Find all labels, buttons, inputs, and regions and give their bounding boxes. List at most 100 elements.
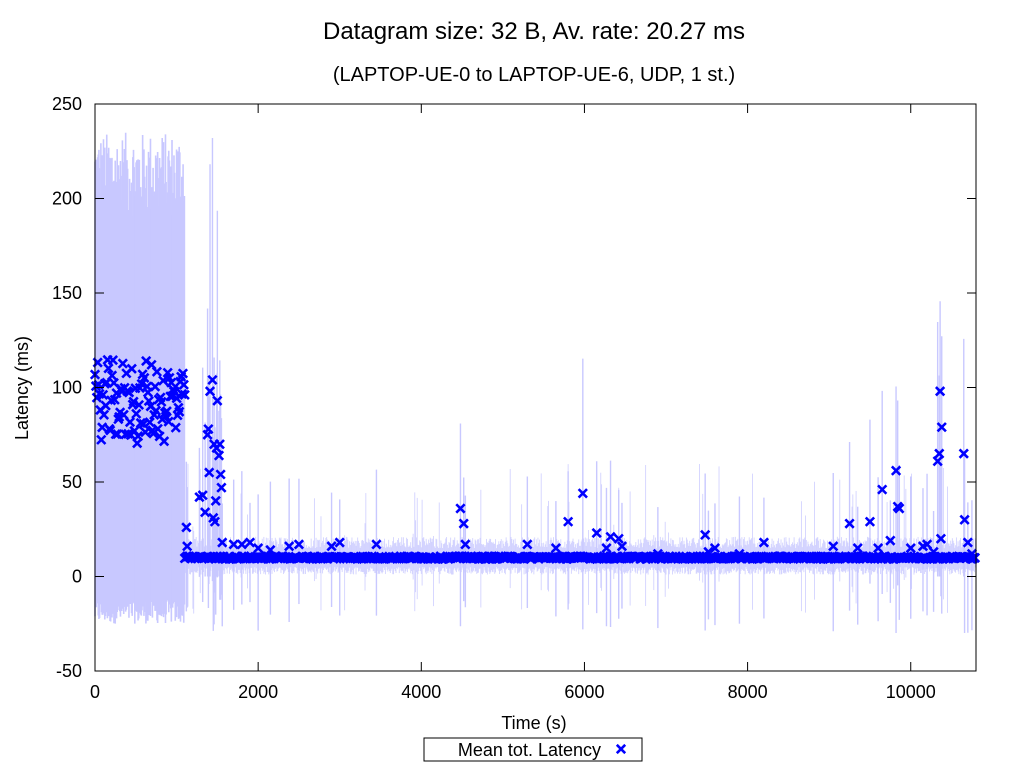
data-point — [151, 366, 163, 377]
plot-frame — [94, 103, 977, 672]
data-point — [107, 355, 119, 366]
data-point — [156, 396, 167, 407]
data-point — [213, 450, 225, 461]
x-tick-label: 2000 — [238, 682, 278, 702]
data-point — [97, 389, 109, 400]
data-point — [577, 488, 588, 499]
legend-marker — [615, 743, 627, 755]
data-point — [455, 503, 466, 514]
y-tick-label: 200 — [52, 189, 82, 209]
data-point — [905, 543, 916, 554]
data-point — [161, 406, 172, 417]
y-tick-label: 250 — [52, 94, 82, 114]
data-point — [158, 375, 169, 386]
data-point — [216, 482, 227, 493]
data-point — [112, 429, 123, 440]
data-point — [123, 387, 135, 398]
data-point — [934, 386, 946, 397]
data-point — [98, 409, 110, 420]
chart-title: Datagram size: 32 B, Av. rate: 20.27 ms — [323, 18, 745, 45]
data-point — [966, 548, 978, 559]
data-point — [126, 363, 137, 374]
data-point — [174, 406, 185, 417]
y-tick-label: 150 — [52, 283, 82, 303]
data-point — [709, 543, 721, 554]
data-point — [962, 537, 973, 548]
data-point — [921, 539, 933, 550]
data-point — [209, 516, 221, 527]
data-point — [293, 539, 305, 550]
data-point — [124, 416, 136, 428]
legend-marker-x — [615, 743, 627, 755]
data-point — [458, 518, 469, 529]
data-point — [844, 518, 855, 529]
data-point — [97, 422, 108, 433]
data-point — [703, 546, 714, 558]
data-point — [182, 541, 193, 552]
data-point — [210, 495, 221, 507]
data-point — [852, 543, 863, 554]
data-point — [128, 396, 139, 407]
data-point — [613, 533, 624, 544]
data-point — [228, 539, 239, 550]
data-point — [106, 370, 118, 381]
data-point — [197, 490, 208, 501]
y-tick-label: -50 — [56, 661, 82, 681]
data-point — [158, 436, 170, 447]
data-point — [207, 374, 218, 386]
data-point — [150, 405, 162, 416]
data-point — [212, 395, 223, 406]
data-point — [616, 541, 628, 552]
data-point — [758, 537, 770, 548]
data-point — [326, 541, 337, 552]
data-point — [136, 378, 147, 390]
x-tick-label: 10000 — [886, 682, 936, 702]
data-point — [605, 531, 616, 542]
data-point — [563, 516, 574, 527]
data-point — [522, 539, 533, 550]
data-point — [890, 465, 902, 476]
data-point — [601, 543, 612, 554]
data-point — [132, 431, 144, 442]
data-point — [117, 358, 128, 369]
data-point — [550, 543, 562, 554]
data-point — [244, 537, 256, 548]
legend: Mean tot. Latency — [423, 737, 643, 762]
y-tick-label: 100 — [52, 378, 82, 398]
data-point — [928, 546, 939, 558]
data-point — [934, 448, 945, 459]
data-point — [109, 394, 120, 405]
data-point — [166, 377, 177, 388]
data-point — [103, 363, 114, 374]
data-point — [217, 537, 228, 548]
data-point — [214, 439, 225, 450]
data-point — [181, 522, 192, 533]
data-point — [864, 516, 876, 527]
data-point — [936, 422, 947, 433]
x-ticks: 0 2000 4000 6000 8000 10000 — [90, 104, 936, 702]
data-point — [460, 539, 471, 550]
data-point — [959, 514, 970, 525]
data-point — [215, 469, 226, 480]
data-point — [700, 529, 711, 541]
data-point — [177, 368, 189, 379]
data-point — [139, 372, 150, 384]
data-point — [591, 527, 602, 539]
data-point — [140, 427, 151, 438]
data-point — [265, 544, 276, 556]
data-point — [371, 539, 382, 550]
data-point — [284, 541, 295, 552]
data-point — [133, 399, 145, 411]
data-point — [652, 548, 663, 559]
data-point — [734, 548, 745, 559]
y-ticks: -50 0 50 100 150 200 250 — [52, 94, 976, 681]
data-point — [935, 533, 947, 544]
x-tick-label: 0 — [90, 682, 100, 702]
data-point — [200, 507, 211, 518]
x-tick-label: 4000 — [401, 682, 441, 702]
chart-subtitle: (LAPTOP-UE-0 to LAPTOP-UE-6, UDP, 1 st.) — [333, 64, 735, 86]
data-point — [204, 386, 216, 397]
data-point — [872, 543, 884, 554]
data-point — [152, 423, 163, 434]
